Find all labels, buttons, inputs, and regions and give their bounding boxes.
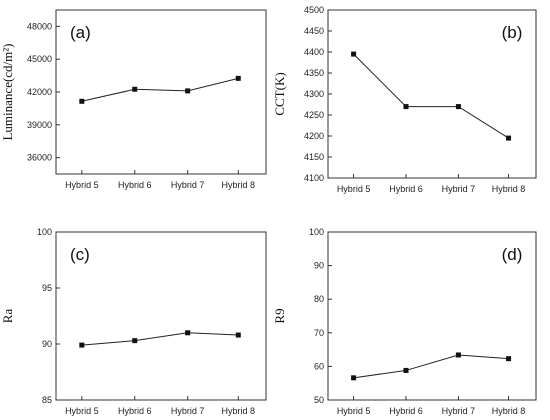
plot-frame <box>327 231 537 401</box>
panel-label: (d) <box>502 245 523 264</box>
data-point <box>79 98 85 104</box>
x-tick-label: Hybrid 7 <box>171 180 205 190</box>
y-tick-label: 48000 <box>27 21 52 31</box>
y-tick-label: 50 <box>314 395 324 405</box>
panel-label: (a) <box>70 23 91 42</box>
data-point <box>185 330 191 336</box>
x-tick-label: Hybrid 8 <box>492 406 526 416</box>
x-tick-label: Hybrid 5 <box>337 406 371 416</box>
y-tick-label: 85 <box>42 395 52 405</box>
y-axis-label: CCT(K) <box>272 72 287 115</box>
y-tick-label: 4150 <box>304 152 324 162</box>
data-point <box>403 367 409 373</box>
chart-panel: 50 60 70 80 90 100 Hybrid 5 Hybrid 6 Hybrid 7 Hyb… <box>272 227 537 416</box>
x-tick-label: Hybrid 8 <box>492 184 526 194</box>
y-axis-label: R9 <box>272 308 287 323</box>
y-tick-label: 100 <box>37 227 52 237</box>
x-tick-label: Hybrid 8 <box>222 180 256 190</box>
y-tick-label: 4250 <box>304 110 324 120</box>
chart-panel: 36000 39000 42000 45000 48000 Hybrid 5 Hybrid … <box>0 9 267 190</box>
y-tick-label: 70 <box>314 328 324 338</box>
y-tick-label: 90 <box>314 261 324 271</box>
y-tick-label: 42000 <box>27 87 52 97</box>
data-point <box>506 356 512 362</box>
data-point <box>455 352 461 358</box>
y-axis-label: Luminance(cd/m²) <box>0 43 15 140</box>
y-tick-label: 4400 <box>304 47 324 57</box>
data-point <box>403 104 409 110</box>
y-tick-label: 80 <box>314 294 324 304</box>
data-point <box>235 332 241 338</box>
y-tick-label: 4500 <box>304 5 324 15</box>
y-tick-label: 36000 <box>27 153 52 163</box>
panel-label: (b) <box>502 23 523 42</box>
y-tick-label: 4300 <box>304 89 324 99</box>
y-tick-label: 95 <box>42 283 52 293</box>
data-point <box>79 342 85 348</box>
x-tick-label: Hybrid 7 <box>442 406 476 416</box>
y-tick-label: 4200 <box>304 131 324 141</box>
x-tick-label: Hybrid 8 <box>222 406 256 416</box>
y-tick-label: 39000 <box>27 120 52 130</box>
x-tick-label: Hybrid 5 <box>65 406 99 416</box>
chart-panel: 85 90 95 100 Hybrid 5 Hybrid 6 Hybrid 7 Hybrid … <box>0 227 267 416</box>
series-line <box>353 354 509 379</box>
series-line <box>81 332 239 346</box>
x-tick-label: Hybrid 6 <box>389 406 423 416</box>
x-tick-label: Hybrid 6 <box>118 180 152 190</box>
data-point <box>351 51 357 57</box>
y-tick-label: 4100 <box>304 173 324 183</box>
data-point <box>506 135 512 141</box>
y-tick-label: 4450 <box>304 26 324 36</box>
y-tick-label: 45000 <box>27 54 52 64</box>
series-line <box>81 77 239 102</box>
panel-label: (c) <box>70 245 90 264</box>
x-tick-label: Hybrid 6 <box>389 184 423 194</box>
series-line <box>353 53 509 139</box>
x-tick-label: Hybrid 5 <box>65 180 99 190</box>
x-tick-label: Hybrid 6 <box>118 406 152 416</box>
data-point <box>132 338 138 344</box>
y-tick-label: 4350 <box>304 68 324 78</box>
data-point <box>235 75 241 81</box>
data-point <box>351 375 357 381</box>
x-tick-label: Hybrid 7 <box>171 406 205 416</box>
plot-frame <box>55 231 267 401</box>
y-tick-label: 60 <box>314 361 324 371</box>
y-axis-label: Ra <box>0 309 15 324</box>
data-point <box>185 88 191 94</box>
y-tick-label: 100 <box>309 227 324 237</box>
data-point <box>455 104 461 110</box>
x-tick-label: Hybrid 7 <box>442 184 476 194</box>
chart-panel: 4100 4150 4200 4250 4300 4350 4400 4450 4500 Hybr… <box>272 5 537 194</box>
x-tick-label: Hybrid 5 <box>337 184 371 194</box>
y-tick-label: 90 <box>42 339 52 349</box>
data-point <box>132 86 138 92</box>
